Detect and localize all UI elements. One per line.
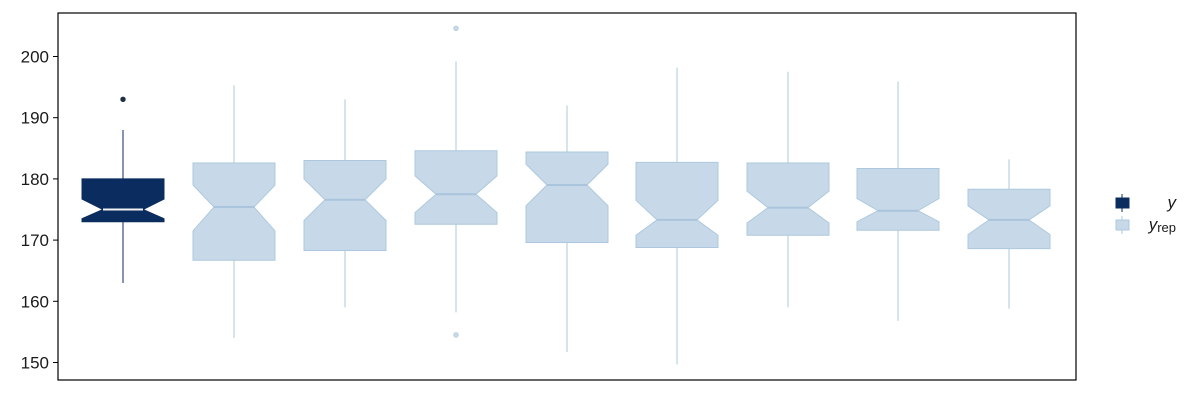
box-yrep [746,71,830,308]
box-body [746,162,830,236]
y-tick-label: 200 [21,48,49,67]
box-yrep [856,81,940,321]
box-body [635,161,719,248]
box-body [81,178,165,223]
legend-label: y [1167,193,1178,212]
box-body [414,150,498,225]
legend-label: yrep [1148,215,1176,235]
boxes-layer [81,25,1051,365]
y-tick-label: 170 [21,231,49,250]
y-tick-label: 150 [21,354,49,373]
legend-label-main: y [1148,215,1159,234]
outlier-point [453,25,459,32]
legend-item-yrep: yrep [1115,215,1176,235]
legend-label-main: y [1167,193,1178,212]
y-axis: 150 160 170 180 190 200 [21,48,58,373]
box-body [192,162,276,261]
box-body [525,151,609,244]
outlier-point [453,332,459,338]
y-tick-label: 160 [21,292,49,311]
box-yrep [967,159,1051,309]
y-tick-label: 180 [21,170,49,189]
box-yrep [635,67,719,365]
legend-label-sub: rep [1157,220,1176,235]
box-yrep [192,85,276,339]
box-body [856,167,940,231]
box-y [81,96,165,283]
y-tick-label: 190 [21,109,49,128]
legend-swatch [1115,219,1130,231]
box-body [303,160,387,252]
box-yrep [525,105,609,353]
outlier-point [120,96,126,103]
legend-swatch [1115,197,1130,209]
box-yrep [303,99,387,308]
plot-frame [57,12,1077,381]
box-yrep [414,25,498,338]
legend-item-y: y [1115,193,1178,212]
